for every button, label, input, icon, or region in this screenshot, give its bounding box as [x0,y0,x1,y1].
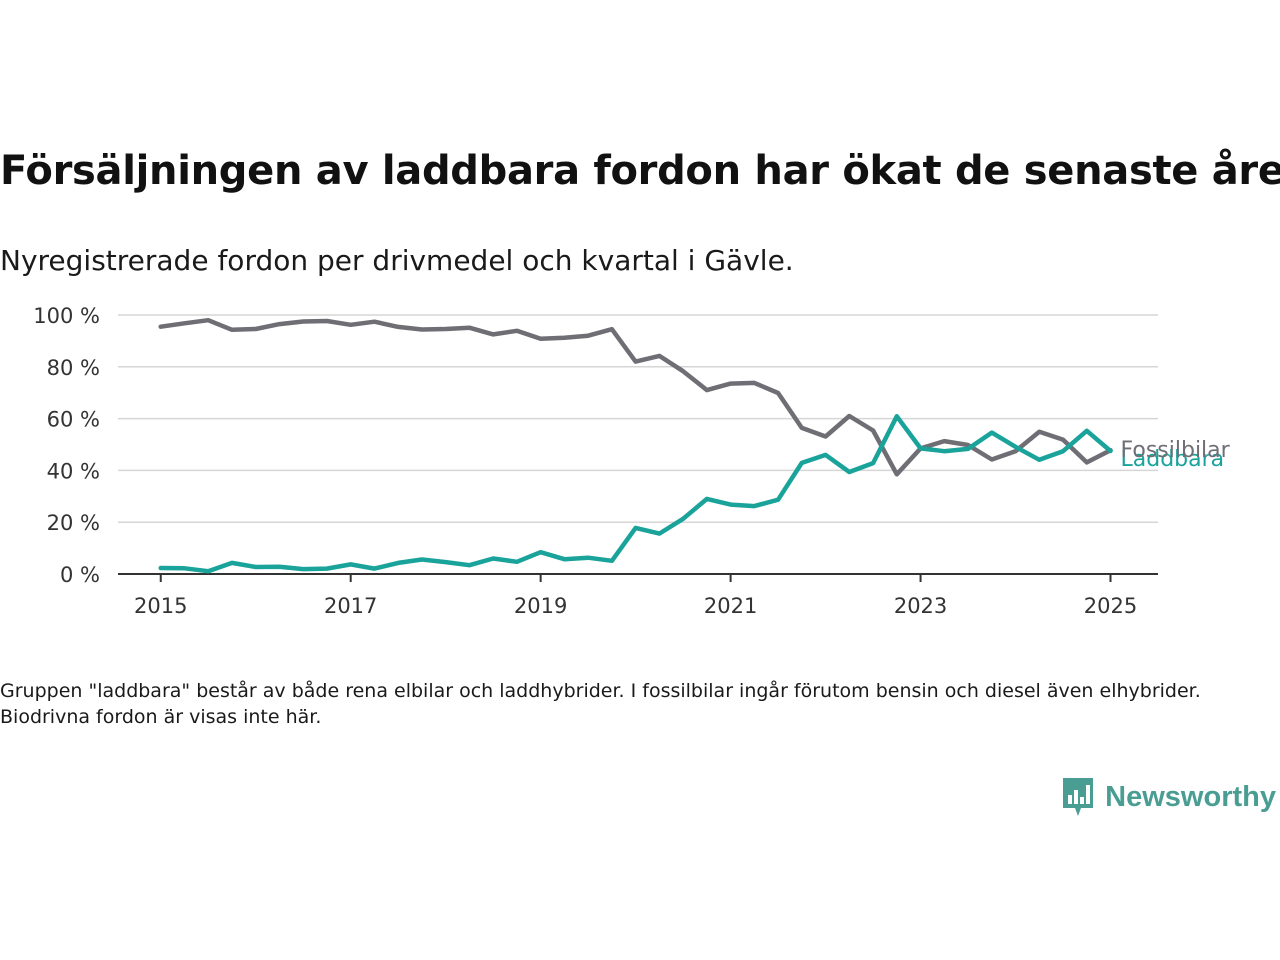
x-tick-label: 2021 [704,594,757,618]
series-line-fossilbilar [158,317,1113,477]
chart-subtitle: Nyregistrerade fordon per drivmedel och … [0,244,794,277]
x-tick-label: 2023 [894,594,947,618]
series-line-laddbara [158,414,1113,574]
y-tick-label: 80 % [47,356,100,380]
y-gridlines [118,314,1158,523]
newsworthy-logo: Newsworthy [1061,776,1276,818]
footnote: Gruppen "laddbara" består av både rena e… [0,680,1201,728]
x-tick-label: 2019 [514,594,567,618]
x-axis: 2015 2017 2019 2021 2023 2025 [118,573,1158,618]
x-tick-label: 2015 [134,594,187,618]
bar-chart-icon [1063,778,1094,816]
series-label-laddbara: Laddbara [1121,447,1225,472]
y-tick-label: 100 % [33,304,100,328]
x-tick-label: 2025 [1084,594,1137,618]
chart-title: Försäljningen av laddbara fordon har öka… [0,148,1280,194]
series-label-fossilbilar: Fossilbilar [1121,438,1231,463]
y-tick-label: 20 % [47,511,100,535]
y-tick-label: 0 % [60,563,100,587]
series-lines [158,317,1113,574]
y-tick-label: 60 % [47,408,100,432]
y-tick-label: 40 % [47,459,100,483]
line-chart: 0 % 20 % 40 % 60 % 80 % 100 % 2015 2017 2019 202… [33,304,1231,618]
y-axis: 0 % 20 % 40 % 60 % 80 % 100 % [33,304,100,587]
brand-name: Newsworthy [1105,780,1276,813]
x-tick-label: 2017 [324,594,377,618]
